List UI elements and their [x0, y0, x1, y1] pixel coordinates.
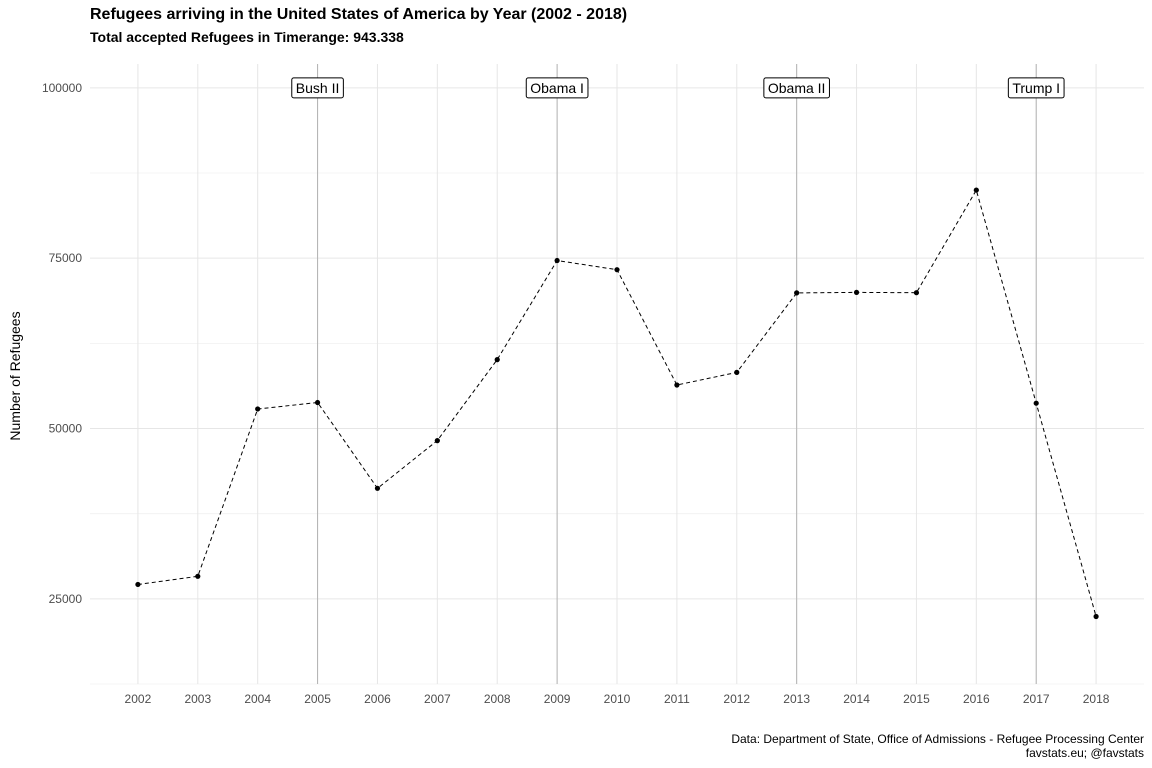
data-point	[255, 406, 261, 412]
data-points	[135, 187, 1099, 620]
x-tick-label: 2008	[484, 692, 511, 706]
era-label-box	[525, 77, 589, 99]
caption: Data: Department of State, Office of Adm…	[731, 732, 1144, 760]
x-tick-label: 2012	[723, 692, 750, 706]
era-label-text: Obama II	[768, 80, 826, 96]
data-point	[195, 573, 201, 579]
x-tick-label: 2004	[244, 692, 271, 706]
y-tick-label: 50000	[49, 422, 83, 436]
x-tick-label: 2013	[783, 692, 810, 706]
era-label: Obama II	[763, 77, 830, 99]
data-point	[314, 399, 321, 406]
data-point	[734, 369, 740, 375]
x-tick-label: 2003	[184, 692, 211, 706]
x-tick-label: 2009	[544, 692, 571, 706]
chart-subtitle: Total accepted Refugees in Timerange: 94…	[90, 29, 404, 45]
x-tick-label: 2017	[1023, 692, 1050, 706]
era-label-text: Obama I	[530, 80, 584, 96]
x-tick-label: 2016	[963, 692, 990, 706]
y-axis-ticks: 25000 50000 75000 100000	[42, 81, 82, 606]
data-point	[434, 438, 440, 444]
x-tick-label: 2011	[664, 692, 690, 706]
data-point	[494, 357, 500, 363]
caption-source: Data: Department of State, Office of Adm…	[731, 732, 1144, 746]
chart-title: Refugees arriving in the United States o…	[90, 6, 628, 23]
y-tick-label: 25000	[49, 592, 83, 606]
data-point	[853, 289, 860, 296]
x-tick-label: 2002	[125, 692, 152, 706]
major-gridlines	[90, 64, 1144, 684]
y-tick-label: 100000	[42, 81, 82, 95]
era-label: Trump I	[1007, 77, 1065, 99]
y-tick-label: 75000	[49, 251, 83, 265]
era-label: Bush II	[291, 77, 344, 99]
data-point	[973, 187, 979, 193]
era-label-text: Bush II	[296, 80, 340, 96]
era-label-box	[291, 77, 344, 99]
x-axis-ticks: 2002 2003 2004 2005 2006 2007 2008 2009 2010 2011…	[125, 692, 1110, 706]
caption-credit: favstats.eu; @favstats	[1025, 746, 1144, 760]
era-label-text: Trump I	[1012, 80, 1060, 96]
data-point	[374, 485, 381, 491]
x-tick-label: 2007	[424, 692, 451, 706]
x-tick-label: 2018	[1083, 692, 1110, 706]
era-label-box	[1007, 77, 1065, 99]
data-point	[554, 257, 560, 264]
data-point	[674, 382, 680, 388]
data-point	[794, 290, 800, 296]
data-point	[614, 267, 620, 273]
x-tick-label: 2010	[604, 692, 631, 706]
data-point	[135, 581, 141, 588]
data-point	[1033, 400, 1039, 406]
data-point	[913, 290, 920, 296]
era-label: Obama I	[525, 77, 589, 99]
era-label-box	[763, 77, 830, 99]
era-labels: Bush II Obama I Obama II Trump I	[291, 77, 1065, 99]
x-tick-label: 2006	[364, 692, 391, 706]
data-point	[1093, 613, 1099, 620]
x-tick-label: 2015	[903, 692, 930, 706]
era-lines	[317, 64, 1037, 684]
x-tick-label: 2005	[304, 692, 331, 706]
x-tick-label: 2014	[843, 692, 870, 706]
